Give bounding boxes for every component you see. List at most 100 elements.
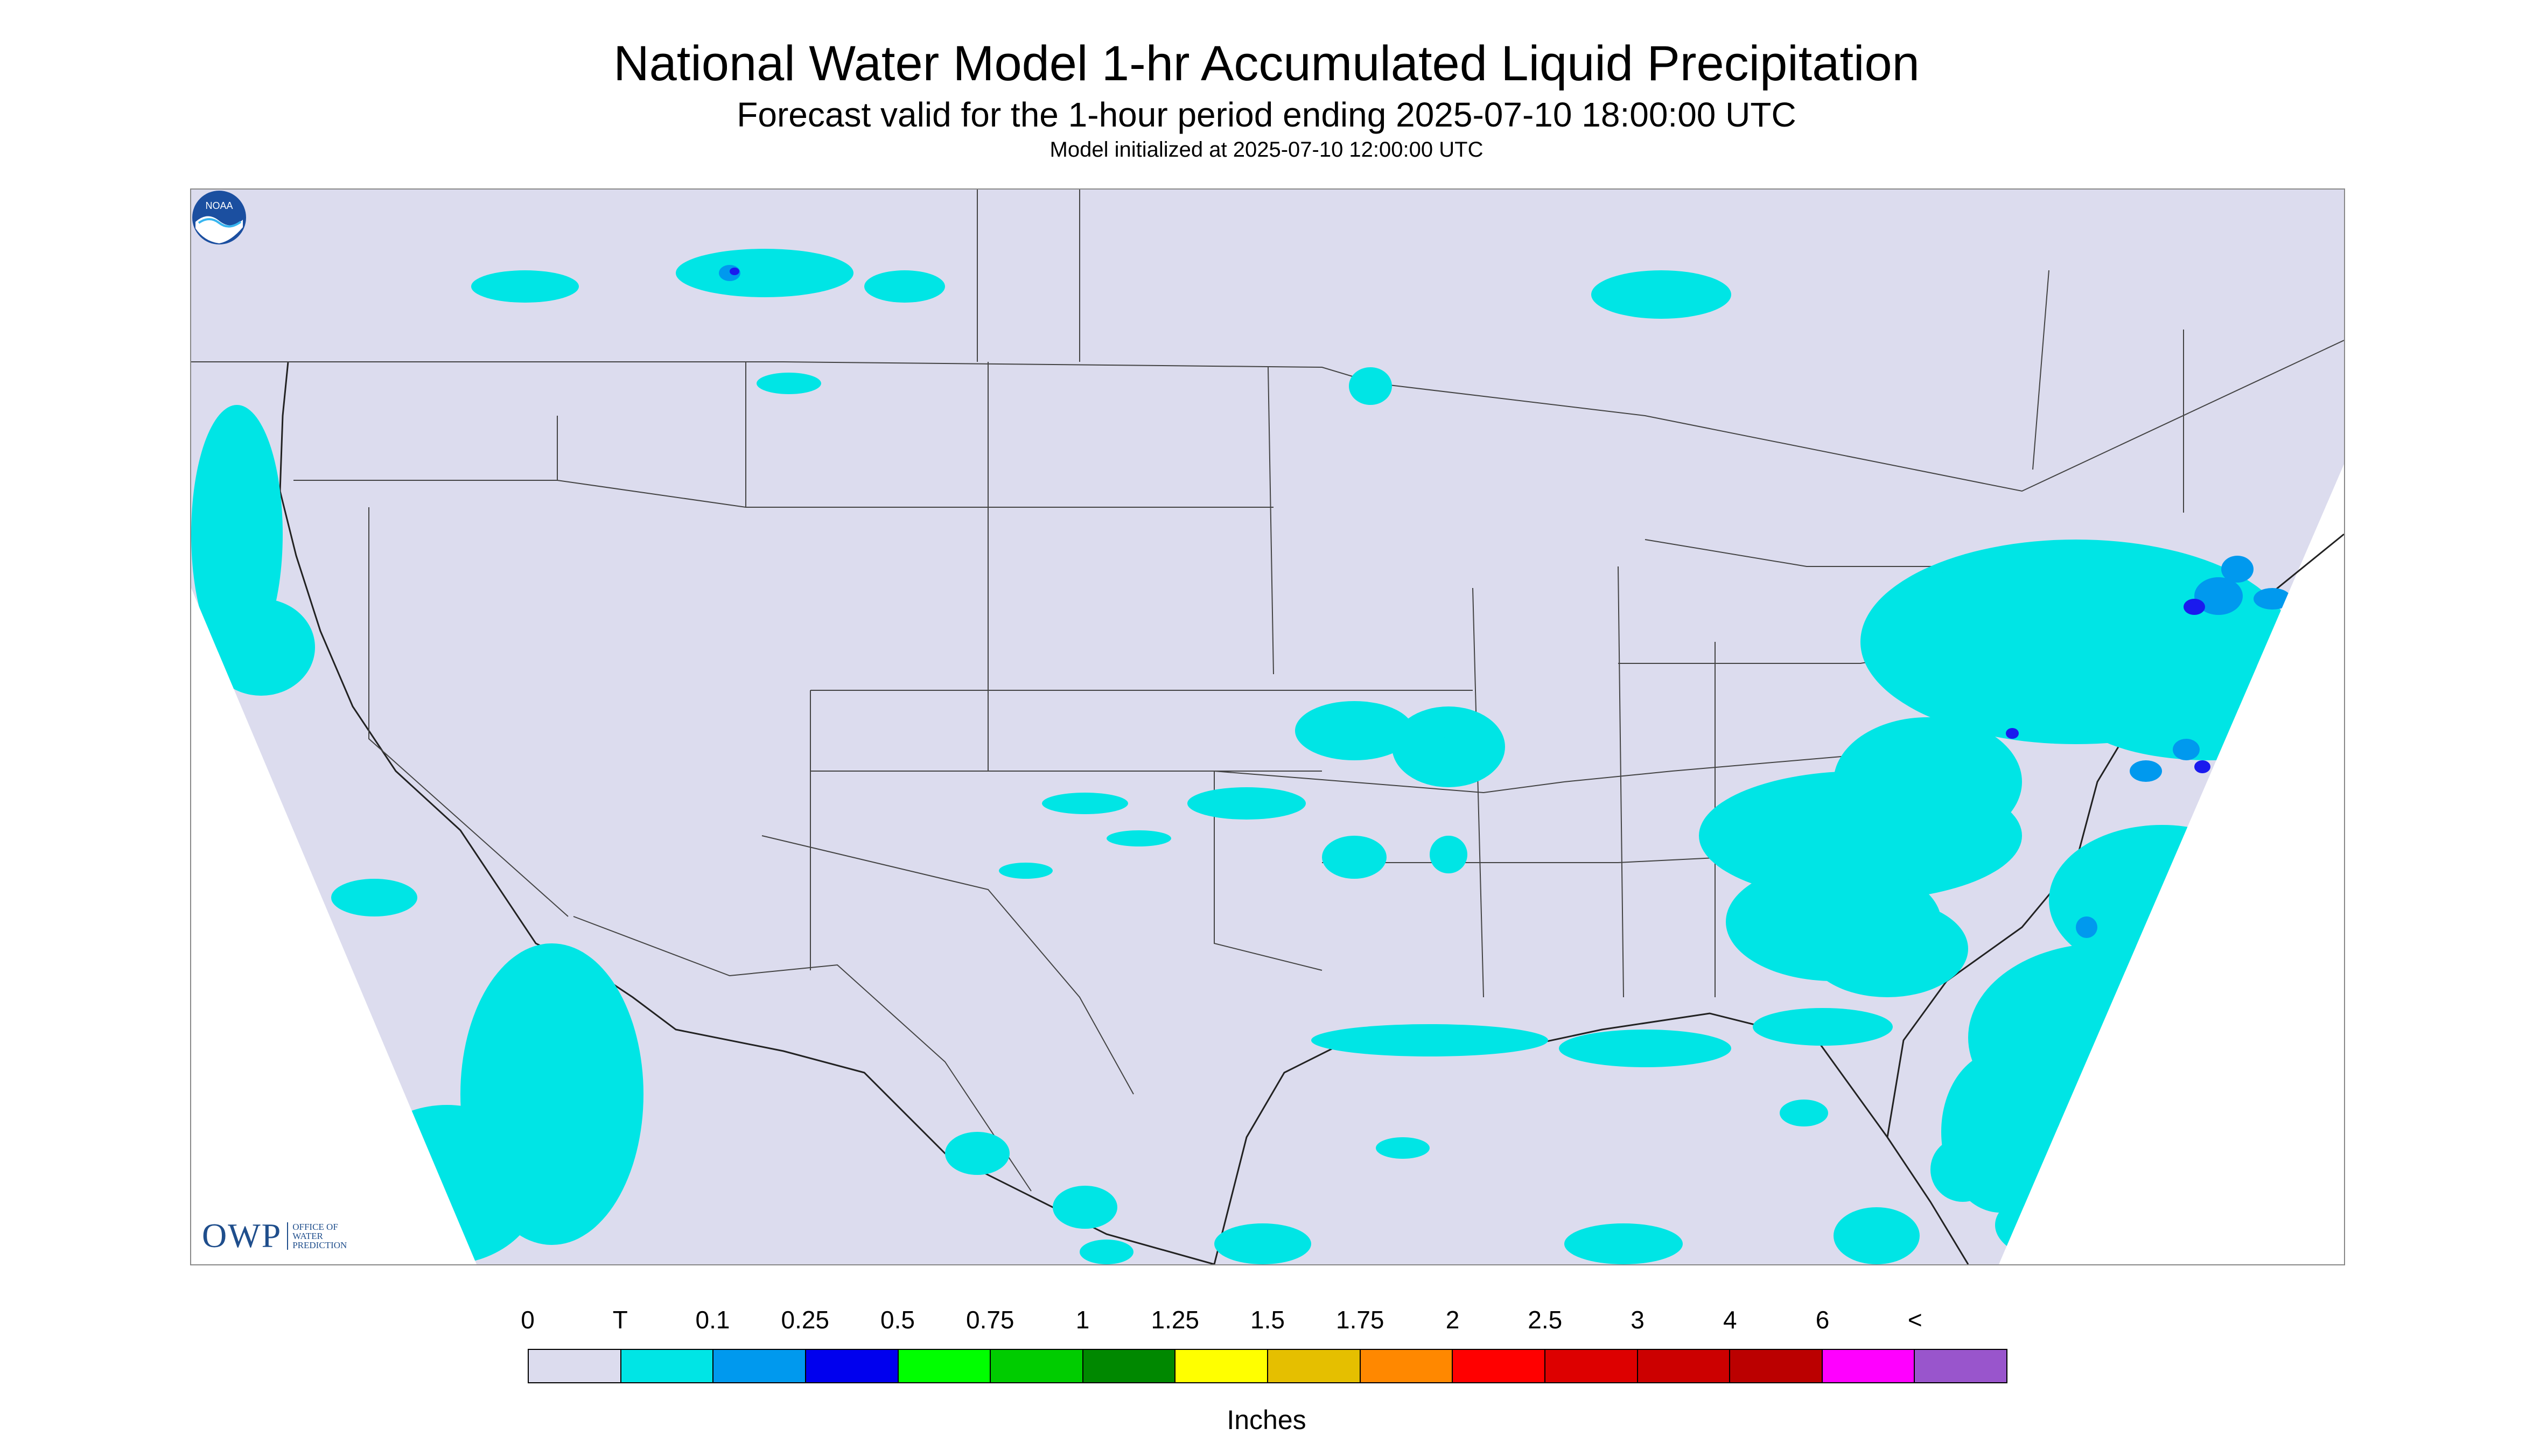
precip-patch <box>945 1132 1010 1175</box>
legend-tick-label: 0.75 <box>965 1306 1014 1334</box>
legend-swatch <box>713 1350 806 1382</box>
legend-tick-label: 0.1 <box>695 1306 730 1334</box>
legend-tick-label: 3 <box>1631 1306 1645 1334</box>
legend-swatch <box>1915 1350 2006 1382</box>
precip-patch <box>2006 728 2019 739</box>
precip-patch <box>1187 787 1306 820</box>
legend-swatch <box>991 1350 1083 1382</box>
model-init-text: Model initialized at 2025-07-10 12:00:00… <box>1049 138 1484 162</box>
legend-swatch <box>529 1350 621 1382</box>
precip-patch <box>1807 900 1968 997</box>
precip-patch <box>1311 1024 1548 1056</box>
precip-patch <box>471 270 579 303</box>
precip-patch <box>864 270 945 303</box>
legend-swatch <box>621 1350 714 1382</box>
precip-patch <box>1559 1030 1731 1067</box>
precip-patch <box>1322 836 1387 879</box>
precip-patch <box>676 249 853 297</box>
precip-patch <box>1376 1137 1430 1159</box>
precip-patch <box>2173 739 2200 760</box>
legend-labels: 0 T 0.1 0.25 0.5 0.75 1 1.25 1.5 1.75 2 2.5 3 4 6 < <box>0 1305 2533 1338</box>
precip-patch <box>1914 566 2049 631</box>
precip-patch <box>207 599 315 696</box>
precip-patch <box>2324 739 2335 760</box>
precip-patch <box>1753 1008 1893 1046</box>
legend-tick-label: T <box>612 1306 628 1334</box>
precip-patch <box>2237 943 2270 976</box>
owp-logo-text: OFFICE OF WATER PREDICTION <box>287 1222 347 1250</box>
precip-patch <box>1053 1186 1117 1229</box>
precip-patch <box>1295 701 1414 760</box>
precip-patch <box>1042 793 1128 814</box>
svg-text:NOAA: NOAA <box>205 200 233 211</box>
precip-patch <box>1349 367 1392 405</box>
precip-patch <box>331 879 417 916</box>
legend-swatch <box>806 1350 899 1382</box>
precip-patch <box>2221 556 2254 583</box>
precip-patch <box>1430 836 1467 873</box>
precip-patch <box>999 863 1053 879</box>
map-canvas <box>191 190 2344 1264</box>
precip-patch <box>1930 1137 1995 1202</box>
legend-swatch <box>1545 1350 1638 1382</box>
legend-swatch <box>898 1350 991 1382</box>
precip-patch <box>2194 577 2243 615</box>
legend-tick-label: 2 <box>1445 1306 1460 1334</box>
legend-tick-label: 1.75 <box>1335 1306 1384 1334</box>
owp-logo-mark: OWP <box>202 1216 282 1255</box>
precip-patch <box>191 405 283 663</box>
precip-patch <box>2130 760 2162 782</box>
precip-patch <box>1080 1240 1133 1264</box>
precipitation-map: OWP OFFICE OF WATER PREDICTION NOAA <box>190 188 2345 1265</box>
legend-tick-label: 0.25 <box>781 1306 830 1334</box>
precip-patch <box>1995 1186 2146 1264</box>
model-domain <box>191 190 2344 1264</box>
precip-patch <box>1780 1100 1828 1126</box>
legend-tick-label: < <box>1907 1306 1922 1334</box>
precip-patch <box>2324 706 2344 739</box>
legend-tick-label: 1.25 <box>1151 1306 1200 1334</box>
owp-logo: OWP OFFICE OF WATER PREDICTION <box>202 1216 347 1256</box>
legend-tick-label: 4 <box>1723 1306 1737 1334</box>
legend-tick-label: 0.5 <box>880 1306 915 1334</box>
precip-patch <box>757 373 821 394</box>
precip-patch <box>2184 1024 2205 1046</box>
legend-tick-label: 6 <box>1815 1306 1830 1334</box>
legend-tick-label: 0 <box>521 1306 535 1334</box>
noaa-logo: NOAA <box>192 191 246 244</box>
legend-tick-label: 1 <box>1075 1306 1090 1334</box>
legend-swatch <box>1268 1350 1361 1382</box>
precip-patch <box>2264 782 2297 809</box>
legend-swatch <box>1822 1350 1915 1382</box>
precip-patch <box>2184 599 2205 615</box>
legend-swatch <box>1175 1350 1268 1382</box>
legend-tick-label: 1.5 <box>1250 1306 1285 1334</box>
legend-tick-label: 2.5 <box>1528 1306 1563 1334</box>
map-subtitle: Forecast valid for the 1-hour period end… <box>737 95 1796 134</box>
precip-patch <box>1214 1223 1311 1264</box>
precip-patch <box>1834 1207 1920 1264</box>
legend-swatch <box>1083 1350 1176 1382</box>
state-borders <box>191 190 2344 1192</box>
precip-patch <box>353 1105 541 1264</box>
legend-swatch <box>1730 1350 1823 1382</box>
map-title: National Water Model 1-hr Accumulated Li… <box>613 36 1920 91</box>
precip-patch <box>1699 771 2022 900</box>
precip-patch <box>1107 830 1171 846</box>
legend-units: Inches <box>1227 1405 1306 1435</box>
precip-patch <box>1430 733 1494 782</box>
precip-patch <box>2130 1078 2237 1159</box>
legend-swatch <box>1360 1350 1453 1382</box>
precip-patch <box>2076 916 2097 938</box>
precip-patch <box>1564 1223 1683 1264</box>
legend-swatch <box>1453 1350 1545 1382</box>
precip-patch <box>2194 760 2210 773</box>
precip-patch <box>2248 793 2264 803</box>
precip-patch <box>2076 663 2344 760</box>
precip-patch <box>730 268 739 275</box>
legend-color-bar <box>528 1349 2007 1383</box>
precip-patch <box>2103 997 2243 1159</box>
precip-patch <box>1591 270 1731 319</box>
legend-swatch <box>1638 1350 1731 1382</box>
precip-patch <box>2157 1019 2170 1032</box>
